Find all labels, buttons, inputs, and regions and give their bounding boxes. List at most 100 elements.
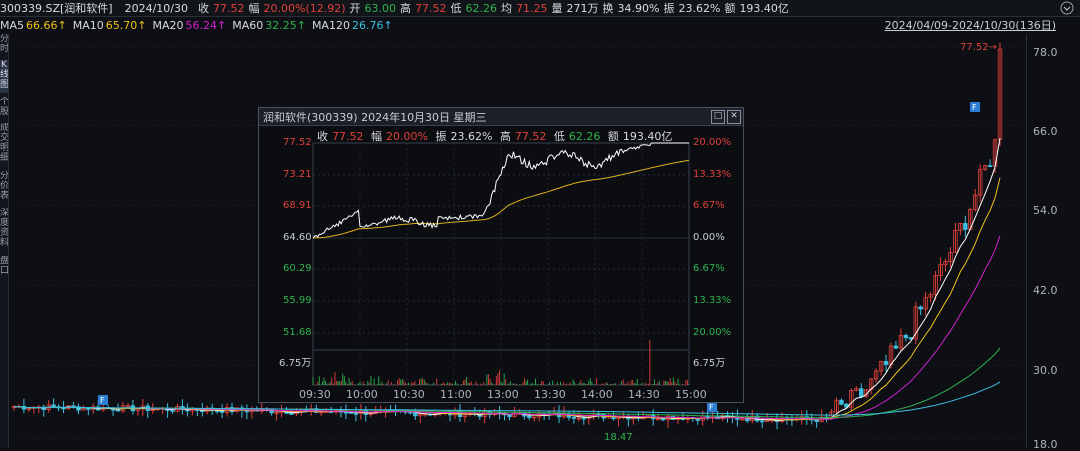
- quote-date: 2024/10/30: [124, 1, 188, 15]
- candle: [918, 306, 923, 310]
- popup-volume-label-right: 6.75万: [693, 358, 726, 369]
- popup-volume-label-left: 6.75万: [279, 358, 312, 369]
- amplitude-label: 振: [663, 2, 675, 15]
- candle: [512, 412, 517, 418]
- candle: [948, 252, 953, 263]
- candle: [745, 418, 750, 422]
- price-axis-tick: 42.0: [1033, 284, 1058, 297]
- candle: [571, 416, 577, 419]
- popup-time-tick: 15:00: [675, 388, 707, 401]
- kline-chart[interactable]: 77.52→ 18.47 F F F: [0, 0, 1026, 448]
- low-value: 62.26: [465, 1, 498, 15]
- candle: [913, 306, 918, 340]
- popup-time-tick: 10:30: [393, 388, 425, 401]
- candle: [532, 416, 537, 419]
- ma20-value: 56.24↑: [185, 18, 227, 32]
- candle: [854, 388, 859, 391]
- left-tab-4[interactable]: 分价表: [0, 171, 8, 201]
- popup-price-tick: 73.21: [283, 169, 312, 180]
- chevron-down-icon[interactable]: [1060, 1, 1074, 15]
- ma60-value: 32.25↑: [265, 18, 306, 32]
- candle: [839, 399, 844, 405]
- popup-close-label: 收: [317, 130, 328, 143]
- volume-label: 量: [551, 2, 563, 15]
- stock-symbol[interactable]: 300339.SZ[润和软件]: [0, 2, 113, 15]
- popup-title: 润和软件(300339) 2024年10月30日 星期三: [259, 108, 743, 126]
- avg-price-line: [312, 159, 690, 239]
- candle: [76, 406, 81, 411]
- popup-percent-tick: 20.00%: [693, 137, 732, 148]
- quote-header: 300339.SZ[润和软件] 2024/10/30 收 77.52 幅 20.00…: [0, 0, 1080, 17]
- ma10-label: MA10: [72, 18, 104, 32]
- popup-percent-tick: 20.00%: [693, 327, 732, 338]
- popup-time-tick: 13:00: [487, 388, 519, 401]
- ma120-value: 26.76↑: [351, 18, 393, 32]
- popup-percent-tick: 13.33%: [693, 295, 732, 306]
- candle: [878, 361, 884, 372]
- candle: [115, 409, 121, 412]
- popup-price-tick: 60.29: [283, 263, 312, 274]
- candle: [883, 361, 889, 365]
- left-tab-0[interactable]: 分时: [0, 34, 8, 54]
- candle: [923, 296, 928, 310]
- left-tab-5[interactable]: 深度资料: [0, 208, 8, 248]
- candle: [51, 404, 56, 408]
- left-tab-2[interactable]: 个股: [0, 97, 8, 117]
- avg-label: 均: [501, 2, 513, 15]
- candle: [764, 420, 770, 422]
- candle: [834, 399, 839, 413]
- ma5-label: MA5: [0, 18, 25, 32]
- open-value: 63.00: [364, 1, 397, 15]
- left-tab-3[interactable]: 成交明细: [0, 123, 8, 163]
- popup-time-tick: 10:00: [346, 388, 378, 401]
- candle: [462, 414, 468, 417]
- amount-label: 额: [724, 2, 736, 15]
- candle: [616, 417, 621, 420]
- popup-price-tick: 55.99: [283, 295, 312, 306]
- candle: [849, 390, 854, 408]
- candle: [903, 334, 909, 339]
- candle: [581, 417, 586, 420]
- popup-percent-tick: 6.67%: [693, 200, 725, 211]
- flag-marker-label: F: [100, 396, 105, 405]
- change-value: 20.00%(12.92): [263, 1, 346, 15]
- low-label: 低: [450, 2, 462, 15]
- popup-amount-value: 193.40亿: [622, 130, 673, 143]
- candle: [814, 419, 819, 422]
- ma120-label: MA120: [311, 18, 350, 32]
- candle: [274, 412, 279, 414]
- candle: [963, 222, 968, 230]
- popup-time-tick: 14:00: [581, 388, 613, 401]
- ma10-value: 65.70↑: [105, 18, 147, 32]
- candle: [125, 405, 131, 408]
- price-axis-tick: 78.0: [1033, 46, 1058, 59]
- left-tab-1[interactable]: K线图: [0, 60, 8, 93]
- popup-percent-tick: 6.67%: [693, 263, 725, 274]
- left-tab-6[interactable]: 盘口: [0, 256, 8, 276]
- volume-value: 271万: [566, 2, 599, 15]
- candle: [418, 413, 423, 417]
- high-label: 高: [400, 2, 412, 15]
- candle: [987, 165, 993, 168]
- low-price-label: 18.47: [604, 432, 633, 443]
- popup-change-label: 幅: [371, 130, 382, 143]
- left-tab-strip: 分时 K线图个股成交明细分价表深度资料盘口: [0, 34, 9, 448]
- popup-stats: 收 77.52 幅 20.00% 振 23.62% 高 77.52 低 62.26 额 19…: [317, 128, 676, 144]
- candle: [928, 294, 933, 298]
- open-label: 开: [349, 2, 361, 15]
- date-range[interactable]: 2024/04/09-2024/10/30(136日): [884, 19, 1056, 32]
- popup-low-label: 低: [553, 130, 565, 143]
- popup-low-value: 62.26: [568, 130, 601, 143]
- price-axis: 78.0 66.0 54.0 42.0 30.0 18.0: [1026, 34, 1080, 451]
- candle: [507, 414, 512, 418]
- restore-button[interactable]: □: [711, 110, 725, 124]
- close-button[interactable]: ✕: [727, 110, 741, 124]
- amount-value: 193.40亿: [739, 2, 789, 15]
- price-axis-tick: 30.0: [1033, 364, 1058, 377]
- candle: [977, 168, 983, 196]
- intraday-chart: [312, 142, 690, 386]
- candle: [973, 194, 978, 210]
- candle: [740, 418, 745, 421]
- popup-time-tick: 13:30: [534, 388, 566, 401]
- candle: [958, 222, 963, 231]
